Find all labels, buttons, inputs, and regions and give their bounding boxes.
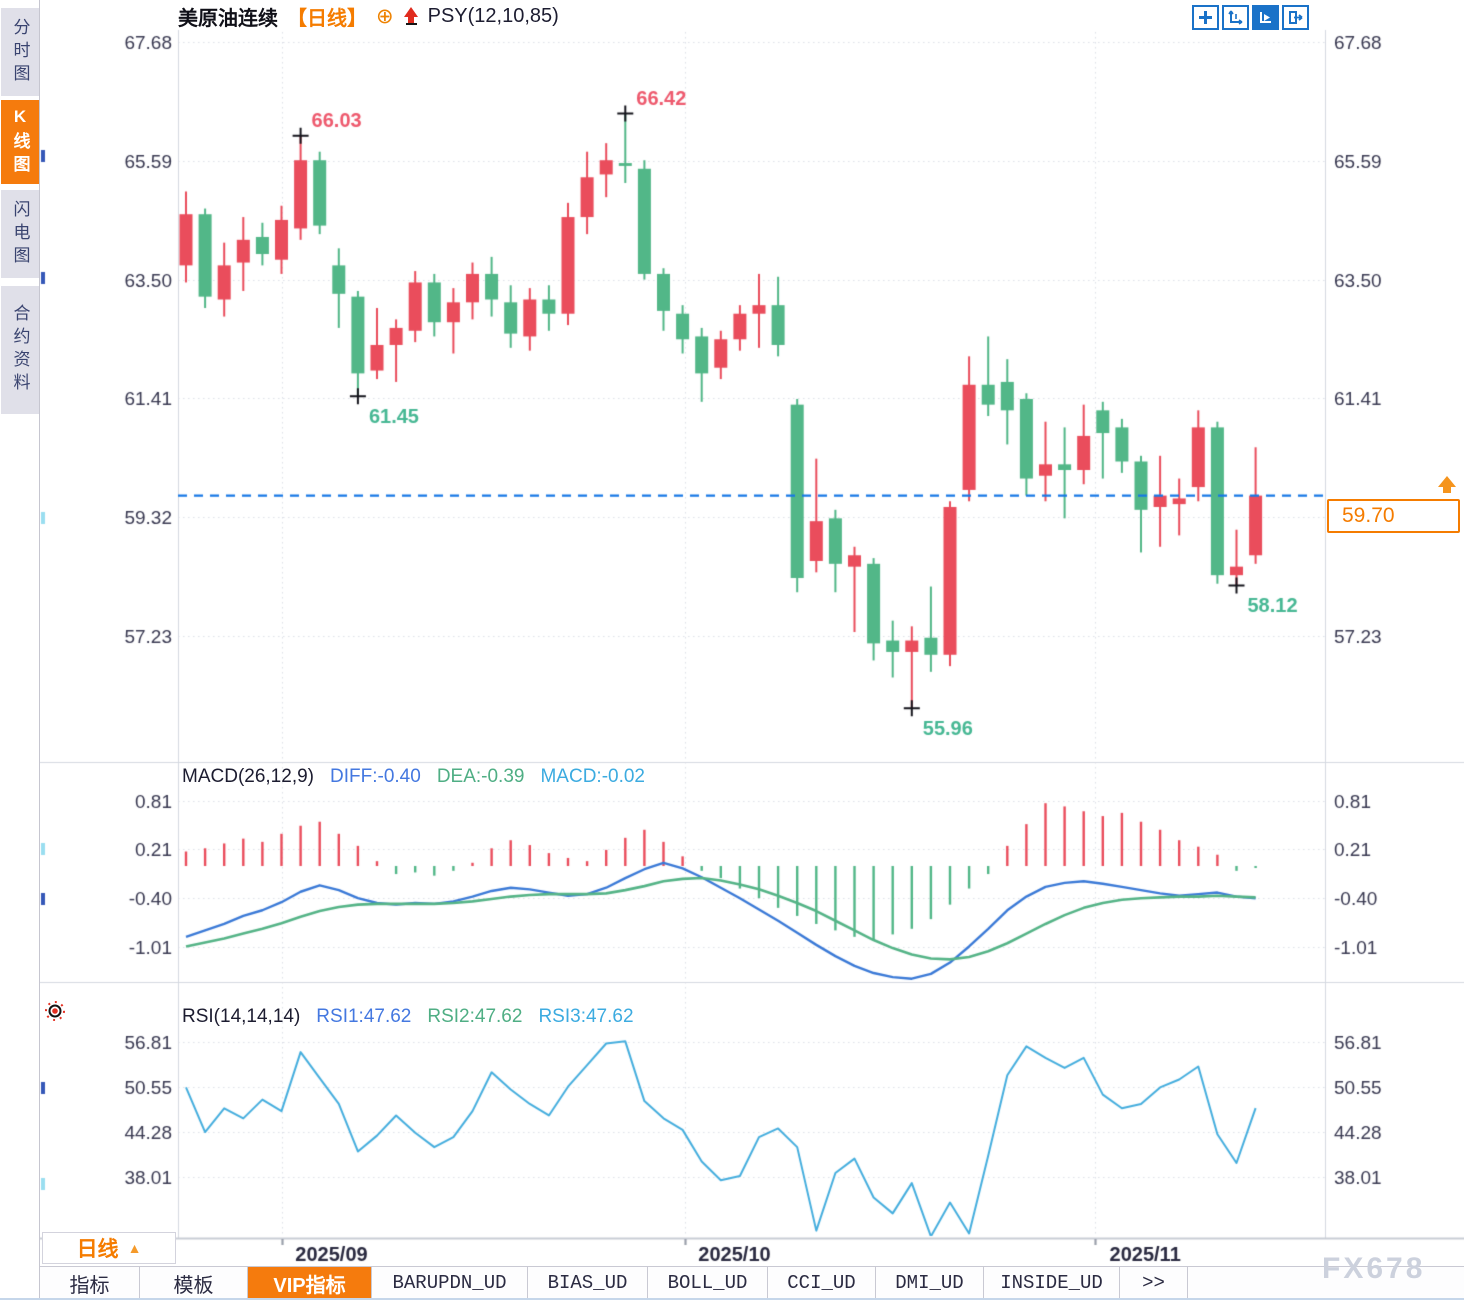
current-price-label: 59.70 [1327,499,1460,533]
period-tag: 【日线】 [287,8,367,30]
sidebar-item-kline-chart[interactable]: K线图 [1,100,39,184]
sidebar: 分时图 K线图 闪电图 合约资料 [0,0,40,1300]
sidebar-item-flash-chart[interactable]: 闪电图 [1,190,39,278]
sidebar-item-label: K线图 [10,106,30,178]
tab-barupdn-ud[interactable]: BARUPDN_UD [372,1267,528,1299]
indicator-tabbar: 指标 模板 VIP指标 BARUPDN_UD BIAS_UD BOLL_UD C… [40,1266,1464,1299]
tab-bias-ud[interactable]: BIAS_UD [528,1267,648,1299]
rsi1-value: RSI1:47.62 [316,1006,412,1027]
export-pane-icon[interactable] [1282,5,1309,30]
sidebar-item-contract-info[interactable]: 合约资料 [1,286,39,414]
tab-template[interactable]: 模板 [140,1267,248,1299]
current-price-value: 59.70 [1342,504,1395,527]
sidebar-item-label: 分时图 [10,17,30,87]
tab-inside-ud[interactable]: INSIDE_UD [984,1267,1120,1299]
tab-more[interactable]: >> [1120,1267,1188,1299]
axis-range-icon[interactable] [1222,5,1249,30]
tab-vip-indicator[interactable]: VIP指标 [248,1267,372,1299]
chart-header: 美原油连续 【日线】 ⊕ PSY(12,10,85) [178,3,559,30]
period-selector-button[interactable]: 日线 ▲ [42,1232,176,1264]
sidebar-item-label: 闪电图 [10,199,30,269]
tab-boll-ud[interactable]: BOLL_UD [648,1267,768,1299]
axis-pointer-icon[interactable] [1252,5,1279,30]
period-label: 日线 [76,1238,119,1261]
period-arrow-icon: ▲ [127,1240,142,1256]
tab-indicator[interactable]: 指标 [40,1267,140,1299]
sun-icon[interactable] [44,1000,66,1022]
rsi2-value: RSI2:47.62 [427,1006,523,1027]
chart-toolbar [1192,5,1309,30]
macd-dea-value: DEA:-0.39 [436,766,525,787]
tab-cci-ud[interactable]: CCI_UD [768,1267,876,1299]
rsi3-value: RSI3:47.62 [538,1006,634,1027]
bottom-edge-divider [0,1298,1464,1300]
crosshair-move-icon[interactable] [1192,5,1219,30]
macd-pane-header: MACD(26,12,9) DIFF:-0.40 DEA:-0.39 MACD:… [182,764,645,790]
tab-dmi-ud[interactable]: DMI_UD [876,1267,984,1299]
add-target-icon[interactable]: ⊕ [376,4,394,28]
price-up-arrow-icon [1438,476,1456,496]
macd-name-label: MACD(26,12,9) [182,766,314,787]
sidebar-item-label: 合约资料 [10,304,30,396]
overlay-indicator-label: PSY(12,10,85) [427,5,559,27]
macd-macd-value: MACD:-0.02 [540,766,645,787]
macd-diff-value: DIFF:-0.40 [330,766,421,787]
psy-up-arrow-icon [403,6,419,27]
sidebar-item-timeline-chart[interactable]: 分时图 [1,8,39,96]
symbol-title: 美原油连续 [178,8,278,30]
rsi-pane-header: RSI(14,14,14) RSI1:47.62 RSI2:47.62 RSI3… [182,1004,634,1030]
rsi-name-label: RSI(14,14,14) [182,1006,301,1027]
